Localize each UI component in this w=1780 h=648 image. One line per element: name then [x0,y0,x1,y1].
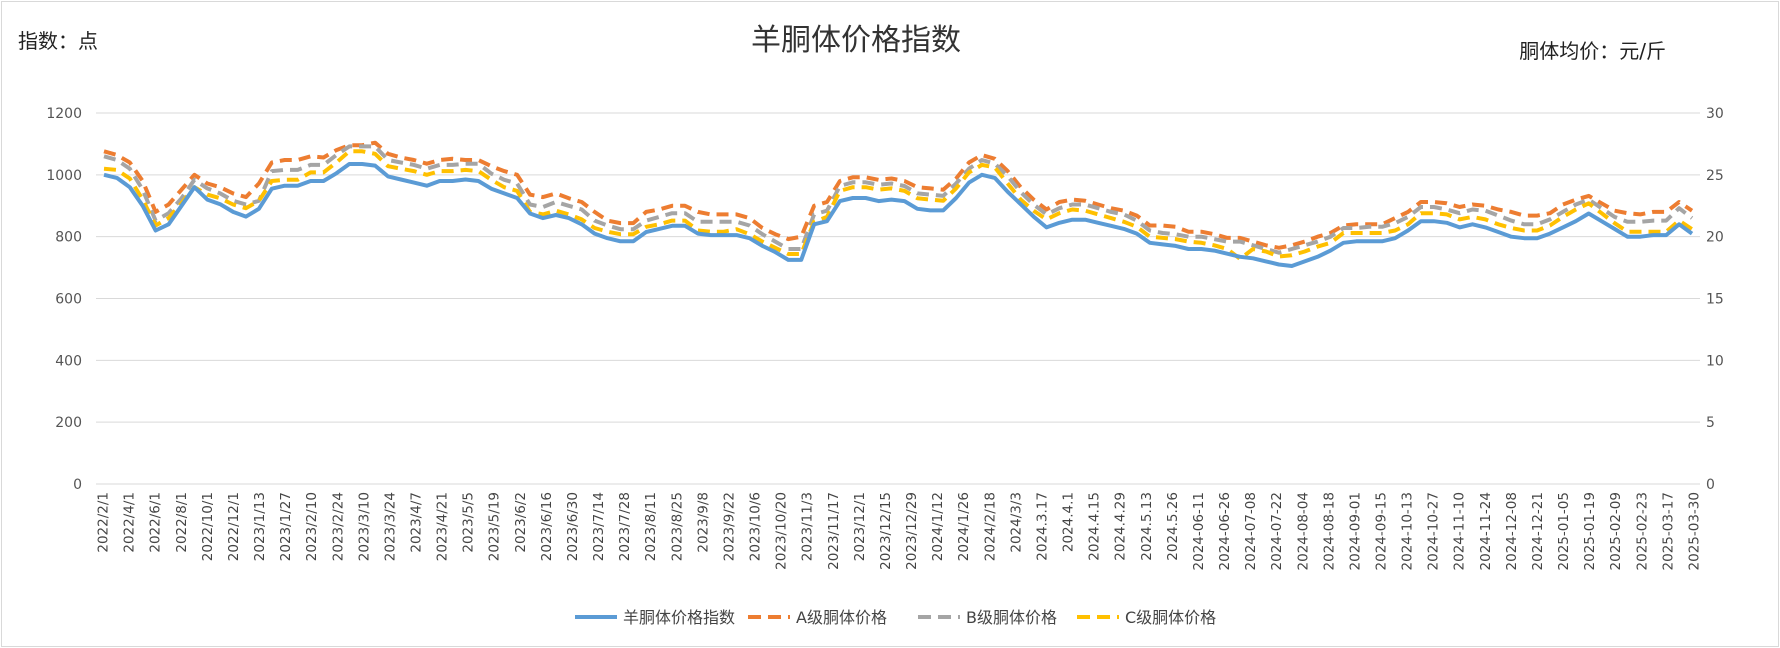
legend-label: B级胴体价格 [966,608,1057,627]
right-y-tick-label: 15 [1706,292,1724,308]
x-tick-label: 2024-09-01 [1347,492,1363,570]
x-tick-label: 2024-07-08 [1243,492,1259,570]
x-tick-label: 2023/7/14 [591,492,607,561]
series-line [103,144,1694,255]
x-tick-label: 2022/8/1 [174,492,190,553]
gridlines [96,112,1700,485]
x-tick-label: 2024-12-08 [1504,492,1520,570]
legend-label: A级胴体价格 [796,608,887,627]
series-line [103,162,1694,268]
x-tick-label: 2022/4/1 [122,492,138,553]
x-tick-label: 2025-02-23 [1634,492,1650,570]
x-tick-label: 2024-08-18 [1321,492,1337,570]
left-y-tick-label: 200 [55,415,82,431]
x-tick-label: 2022/6/1 [148,492,164,553]
x-tick-label: 2023/12/29 [904,492,920,570]
x-tick-label: 2023/12/1 [852,492,868,561]
x-tick-label: 2024.3.17 [1034,492,1050,561]
x-tick-label: 2023/3/10 [356,492,372,561]
x-tick-label: 2024.5.13 [1139,492,1155,561]
left-y-tick-label: 400 [55,353,82,369]
x-tick-label: 2023/9/8 [695,492,711,553]
x-tick-label: 2023/5/5 [461,492,477,553]
x-tick-label: 2024-10-27 [1426,492,1442,570]
x-tick-label: 2024-06-11 [1191,492,1207,570]
x-axis: 2022/2/1 2022/4/1 2022/6/1 2022/8/1 2022/10/… [96,492,1703,570]
x-tick-label: 2023/1/13 [252,492,268,561]
x-tick-label: 2022/12/1 [226,492,242,561]
legend-item: 羊胴体价格指数 [575,608,735,627]
x-tick-label: 2023/3/24 [382,492,398,561]
left-y-tick-label: 800 [55,230,82,246]
legend-item: C级胴体价格 [1077,608,1216,627]
chart-title: 羊胴体价格指数 [751,23,961,58]
x-tick-label: 2023/1/27 [278,492,294,561]
series-line [103,149,1694,261]
legend-label: 羊胴体价格指数 [623,608,735,627]
left-y-tick-label: 600 [55,292,82,308]
x-tick-label: 2024.4.29 [1113,492,1129,561]
x-tick-label: 2024-08-04 [1295,492,1311,570]
x-tick-label: 2023/2/10 [304,492,320,561]
left-y-tick-label: 0 [73,477,82,493]
x-tick-label: 2023/11/17 [826,492,842,570]
x-tick-label: 2024-10-13 [1400,492,1416,570]
right-axis-label: 胴体均价：元/斤 [1519,39,1666,63]
left-y-tick-label: 1000 [46,168,82,184]
x-tick-label: 2024.4.1 [1061,492,1077,552]
x-tick-label: 2023/2/24 [330,492,346,561]
legend: 羊胴体价格指数 A级胴体价格 B级胴体价格 C级胴体价格 [575,608,1216,627]
right-y-tick-label: 0 [1706,477,1715,493]
series-lines [103,140,1694,268]
x-tick-label: 2024.5.26 [1165,492,1181,561]
x-tick-label: 2024-11-24 [1478,492,1494,570]
left-y-tick-label: 1200 [46,106,82,122]
right-y-tick-label: 30 [1706,106,1724,122]
legend-item: A级胴体价格 [748,608,887,627]
x-tick-label: 2023/10/20 [774,492,790,570]
x-tick-label: 2023/5/19 [487,492,503,561]
x-tick-label: 2023/9/22 [721,492,737,561]
left-axis-label: 指数：点 [18,29,98,53]
x-tick-label: 2025-03-30 [1686,492,1702,570]
x-tick-label: 2023/11/3 [800,492,816,561]
x-tick-label: 2025-03-17 [1660,492,1676,570]
x-tick-label: 2023/7/28 [617,492,633,561]
x-tick-label: 2023/4/21 [435,492,451,561]
x-tick-label: 2024.4.15 [1087,492,1103,561]
x-tick-label: 2024-11-10 [1452,492,1468,570]
x-tick-label: 2024-06-26 [1217,492,1233,570]
x-tick-label: 2025-01-19 [1582,492,1598,570]
right-y-tick-label: 10 [1706,353,1724,369]
x-tick-label: 2023/8/11 [643,492,659,561]
x-tick-label: 2022/2/1 [96,492,112,553]
x-tick-label: 2023/6/16 [539,492,555,561]
right-y-tick-label: 5 [1706,415,1715,431]
x-tick-label: 2024/2/18 [982,492,998,561]
right-y-tick-label: 20 [1706,230,1724,246]
x-tick-label: 2024-07-22 [1269,492,1285,570]
x-tick-label: 2023/10/6 [748,492,764,561]
x-tick-label: 2024-12-21 [1530,492,1546,570]
x-tick-label: 2023/12/15 [878,492,894,570]
x-tick-label: 2023/6/30 [565,492,581,561]
left-y-axis: 0 200 400 600 800 1000 1200 [46,106,82,493]
series-line [103,140,1694,250]
x-tick-label: 2023/8/25 [669,492,685,561]
x-tick-label: 2025-02-09 [1608,492,1624,570]
right-y-tick-label: 25 [1706,168,1724,184]
x-tick-label: 2024/1/12 [930,492,946,561]
x-tick-label: 2024/1/26 [956,492,972,561]
x-tick-label: 2024/3/3 [1008,492,1024,553]
x-tick-label: 2022/10/1 [200,492,216,561]
x-tick-label: 2023/4/7 [408,492,424,553]
legend-label: C级胴体价格 [1125,608,1216,627]
x-tick-label: 2025-01-05 [1556,492,1572,570]
x-tick-label: 2024-09-15 [1374,492,1390,570]
right-y-axis: 0 5 10 15 20 25 30 [1706,106,1724,493]
x-tick-label: 2023/6/2 [513,492,529,553]
legend-item: B级胴体价格 [918,608,1057,627]
